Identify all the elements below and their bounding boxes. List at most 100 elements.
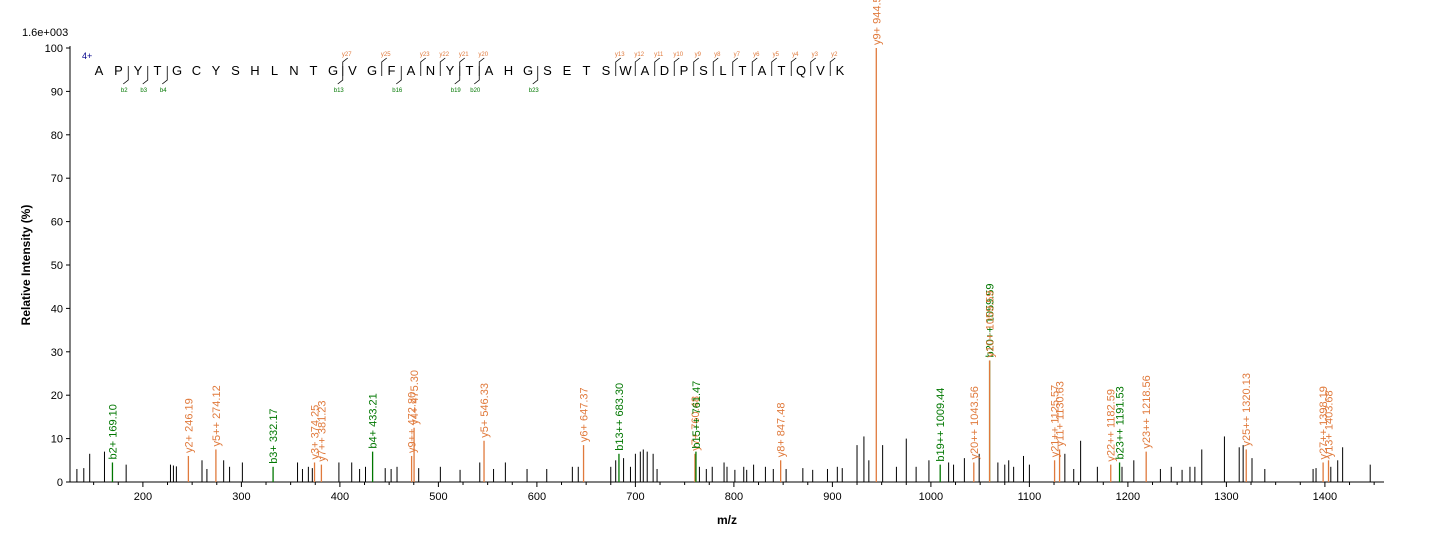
sequence-residue: L xyxy=(719,63,726,78)
sequence-residue: A xyxy=(758,63,767,78)
y-ion-bracket xyxy=(381,57,387,76)
sequence-residue: Q xyxy=(796,63,806,78)
x-tick-label: 400 xyxy=(331,491,349,503)
sequence-residue: F xyxy=(388,63,396,78)
y-axis-title: Relative Intensity (%) xyxy=(19,205,33,326)
charge-state-label: 4+ xyxy=(82,51,92,61)
sequence-residue: A xyxy=(407,63,416,78)
x-tick-label: 1400 xyxy=(1313,491,1337,503)
sequence-residue: S xyxy=(602,63,611,78)
y-ion-marker-label: y2 xyxy=(831,52,838,58)
sequence-residue: G xyxy=(367,63,377,78)
b-ion-bracket xyxy=(532,66,539,85)
x-tick-label: 1100 xyxy=(1018,491,1042,503)
b-ion-bracket xyxy=(474,66,480,85)
b-ion-marker-label: b16 xyxy=(392,88,403,94)
sequence-residue: A xyxy=(485,63,494,78)
sequence-residue: Y xyxy=(212,63,221,78)
sequence-residue: G xyxy=(328,63,338,78)
peak-label: y6+ 647.37 xyxy=(579,387,591,442)
b-ion-marker-label: b20 xyxy=(470,88,481,94)
y-ion-bracket xyxy=(771,57,777,76)
y-ion-bracket xyxy=(634,57,641,76)
peak-label: y3+ 374.25 xyxy=(310,405,322,460)
y-ion-marker-label: y11 xyxy=(654,52,664,58)
b-ion-marker-label: b4 xyxy=(160,88,167,94)
sequence-residue: Y xyxy=(134,63,143,78)
peaks-layer: b2+ 169.10 y2+ 246.19 y5++ 274.12 b3+ 332.1… xyxy=(76,0,1371,482)
sequence-residue: G xyxy=(172,63,182,78)
b-ion-marker-label: b19 xyxy=(451,88,462,94)
peak-label: y2+ 246.19 xyxy=(183,398,195,453)
peak-label: y5+ 546.33 xyxy=(479,383,491,438)
b-ion-bracket xyxy=(337,66,344,85)
sequence-residue: P xyxy=(680,63,689,78)
b-ion-bracket xyxy=(123,66,129,85)
sequence-residue: D xyxy=(660,63,669,78)
peak-label: y5++ 274.12 xyxy=(211,385,223,446)
sequence-residue: V xyxy=(816,63,825,78)
y-ion-marker-label: y13 xyxy=(615,52,625,58)
axes: 0 10 20 30 40 50 60 70 80 90 100 200 300 400 500 600 700… xyxy=(45,43,1384,503)
y-tick-label: 0 xyxy=(57,477,63,489)
peak-label: b3+ 332.17 xyxy=(268,408,280,463)
peak-label: y7++ 381.23 xyxy=(316,400,328,461)
x-tick-label: 1300 xyxy=(1214,491,1238,503)
peak-label: y9+ 944.56 xyxy=(871,0,883,45)
peak-label: b15++ 761.47 xyxy=(691,381,703,449)
sequence-residue: T xyxy=(778,63,786,78)
x-tick-label: 600 xyxy=(528,491,546,503)
x-tick-label: 300 xyxy=(232,491,250,503)
sequence-residue: T xyxy=(310,63,318,78)
y-ion-bracket xyxy=(712,57,719,76)
y-tick-label: 40 xyxy=(51,303,63,315)
sequence-residue: S xyxy=(699,63,708,78)
sequence-residue: N xyxy=(289,63,298,78)
peak-label: y9++ 472.80 xyxy=(407,392,419,453)
peak-label: y11+ 1130.63 xyxy=(1055,381,1067,446)
y-ion-marker-label: y7 xyxy=(734,52,741,58)
y-tick-label: 80 xyxy=(51,130,63,142)
y-ion-marker-label: y3 xyxy=(812,52,819,58)
b-ion-marker-label: b13 xyxy=(334,88,345,94)
y-ion-bracket xyxy=(673,57,680,76)
sequence-residue: G xyxy=(523,63,533,78)
y-ion-marker-label: y9 xyxy=(695,52,702,58)
y-tick-label: 70 xyxy=(51,173,63,185)
y-ion-marker-label: y4 xyxy=(792,52,799,58)
y-ion-bracket xyxy=(751,57,758,76)
sequence-residue: V xyxy=(348,63,357,78)
peak-label: b2+ 169.10 xyxy=(107,404,119,459)
x-tick-label: 1200 xyxy=(1116,491,1140,503)
peak-label: y22++ 1182.59 xyxy=(1106,389,1118,462)
sequence-residue: T xyxy=(739,63,747,78)
y-tick-label: 100 xyxy=(45,43,63,55)
sequence-residue: A xyxy=(641,63,650,78)
b-ion-marker-label: b2 xyxy=(121,88,128,94)
y-ion-marker-label: y8 xyxy=(714,52,721,58)
y-ion-bracket xyxy=(615,57,621,76)
sequence-residue: Y xyxy=(446,63,455,78)
x-tick-label: 700 xyxy=(626,491,644,503)
sequence-residue: W xyxy=(619,63,632,78)
peak-label: y21++ 1125.57 xyxy=(1050,385,1062,458)
y-ion-bracket xyxy=(732,57,738,76)
y-ion-bracket xyxy=(439,57,446,76)
peak-label: y4+ 475.30 xyxy=(409,370,421,425)
x-tick-label: 900 xyxy=(823,491,841,503)
y-ion-bracket xyxy=(342,57,348,76)
y-tick-label: 10 xyxy=(51,434,63,446)
y-ion-bracket xyxy=(790,57,797,76)
y-ion-bracket xyxy=(459,57,465,76)
y-tick-label: 20 xyxy=(51,390,63,402)
sequence-residue: N xyxy=(426,63,435,78)
y-ion-marker-label: y21 xyxy=(459,52,469,58)
sequence-residue: S xyxy=(543,63,552,78)
b-ion-bracket xyxy=(142,66,149,85)
y-ion-bracket xyxy=(478,57,485,76)
y-ion-bracket xyxy=(810,57,816,76)
peak-label: y10+ 1059.59 xyxy=(985,290,997,357)
x-tick-label: 200 xyxy=(134,491,152,503)
b-ion-bracket xyxy=(396,66,402,85)
